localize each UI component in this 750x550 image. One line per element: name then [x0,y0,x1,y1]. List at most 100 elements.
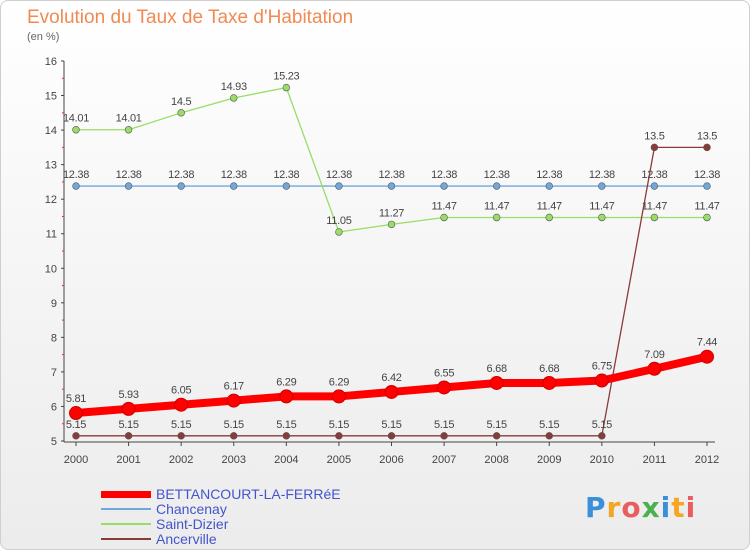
data-point [230,432,238,440]
data-label: 11.27 [379,207,404,219]
data-point [282,182,291,190]
data-point [387,182,396,190]
data-point [650,182,659,190]
x-tick-label: 2006 [379,454,403,466]
x-tick-label: 2007 [432,454,456,466]
data-point [331,389,346,404]
data-label: 14.5 [171,96,191,108]
x-tick-label: 2003 [222,454,246,466]
data-point [72,432,80,440]
x-tick-label: 2009 [537,454,561,466]
data-label: 7.09 [644,349,664,361]
data-point [230,182,238,190]
logo-letter: o [621,491,642,524]
data-label: 14.93 [221,81,247,93]
data-point [440,182,448,190]
data-point [124,126,133,134]
x-tick-label: 2008 [484,454,508,466]
data-label: 6.17 [224,381,244,393]
legend-label: Saint-Dizier [156,516,229,532]
data-point [384,384,399,399]
data-label: 11.47 [642,200,667,212]
data-label: 5.93 [118,389,138,401]
data-label: 12.38 [589,169,615,181]
y-tick-label: 5 [51,436,57,448]
x-tick-label: 2004 [274,454,298,466]
data-point [703,143,711,152]
data-label: 12.38 [536,169,562,181]
data-point [700,349,714,364]
data-label: 13.5 [697,130,717,142]
x-tick-label: 2005 [327,454,351,466]
data-label: 6.75 [592,361,612,373]
y-tick-label: 7 [51,367,57,379]
data-label: 11.47 [694,200,719,212]
data-label: 12.38 [168,169,194,181]
data-label: 6.29 [329,376,349,388]
data-label: 12.38 [326,169,352,181]
data-point [335,182,343,190]
x-tick-label: 2001 [116,454,140,466]
data-label: 5.15 [118,419,138,431]
data-label: 11.47 [589,200,614,212]
legend-label: Chancenay [156,501,227,517]
legend-swatch [101,538,151,540]
data-label: 5.15 [434,419,454,431]
data-point [174,397,189,412]
data-point [282,83,291,92]
x-tick-label: 2002 [169,454,193,466]
logo-letter: t [671,491,686,524]
data-point [387,432,396,440]
logo-letter: i [660,491,672,524]
y-tick-label: 6 [51,401,57,413]
data-point [598,182,606,190]
data-label: 6.68 [539,363,559,375]
data-point [545,182,553,190]
chart-unit: (en %) [27,31,60,43]
data-label: 12.38 [63,169,89,181]
data-point [492,213,501,222]
data-point [124,432,133,440]
data-point [335,228,343,236]
data-point [545,432,553,440]
y-tick-label: 13 [45,160,57,172]
legend-swatch [101,508,151,510]
data-label: 5.15 [381,419,401,431]
data-point [121,401,136,416]
data-label: 5.15 [487,419,507,431]
data-point [492,432,501,440]
data-point [226,393,241,408]
data-point [279,389,294,404]
data-point [650,143,659,152]
data-label: 12.38 [694,169,720,181]
data-label: 12.38 [273,169,299,181]
data-point [437,380,452,395]
legend-label: Ancerville [156,531,217,547]
data-label: 6.42 [381,372,401,384]
logo-letter: i [685,491,697,524]
data-label: 5.81 [66,393,86,405]
chart-title: Evolution du Taux de Taxe d'Habitation [27,7,354,28]
data-label: 12.38 [116,169,142,181]
data-point [598,432,606,440]
data-label: 5.15 [224,419,244,431]
data-label: 15.23 [273,71,299,83]
data-label: 5.15 [171,419,191,431]
data-label: 5.15 [276,419,296,431]
data-point [72,182,80,190]
y-tick-label: 10 [45,263,57,275]
data-point [440,432,448,440]
logo-letter: r [606,491,622,524]
data-point [492,182,501,190]
data-point [542,375,557,390]
legend-swatch [101,491,151,498]
data-point [177,109,185,117]
data-label: 6.68 [487,363,507,375]
y-tick-label: 12 [45,194,57,206]
y-tick-label: 8 [51,332,57,344]
data-point [594,373,609,388]
data-point [230,94,238,102]
data-label: 5.15 [66,419,86,431]
data-point [545,213,553,222]
